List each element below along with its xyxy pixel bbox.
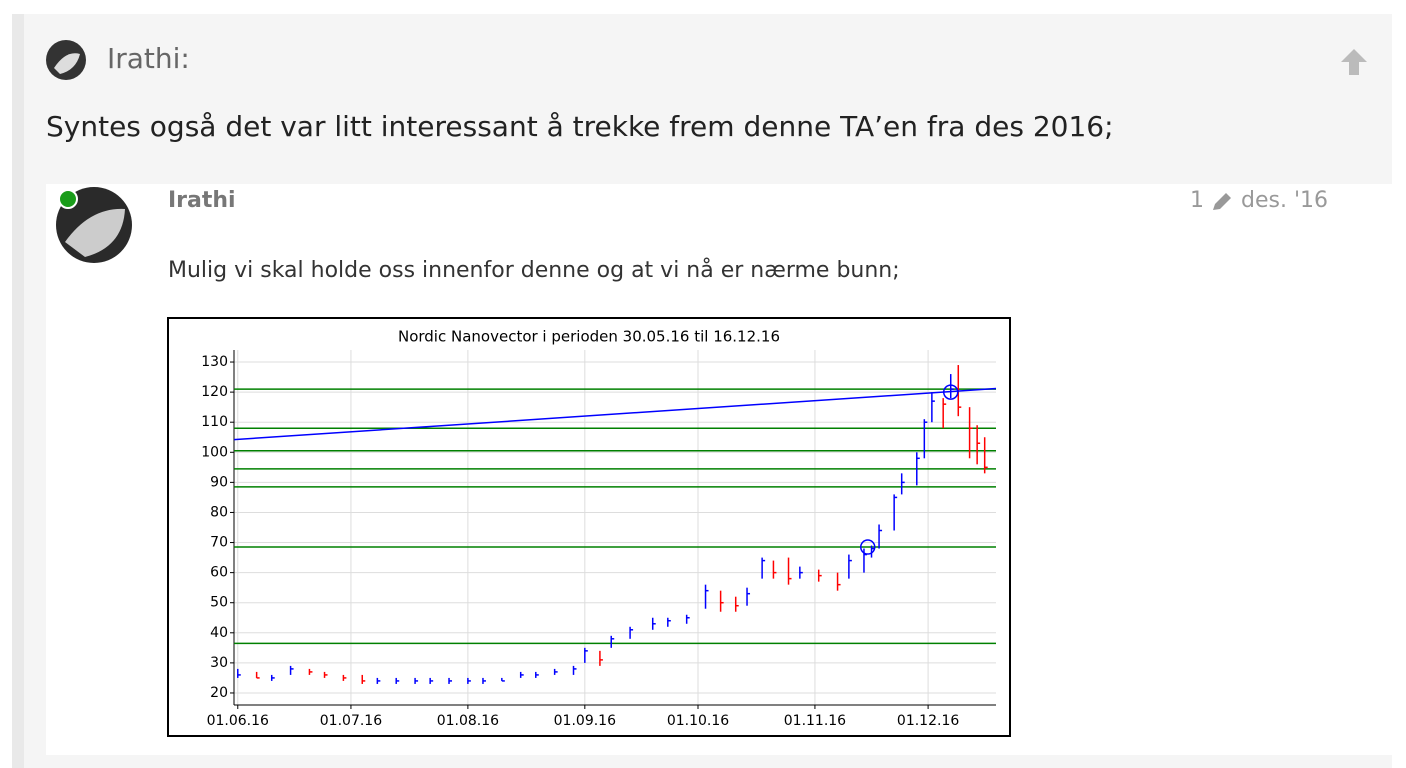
x-tick-label: 01.09.16 [554, 713, 616, 729]
post-text: Syntes også det var litt interessant å t… [46, 110, 1114, 143]
quote-bar [12, 14, 24, 768]
y-tick-label: 80 [210, 504, 228, 520]
x-tick-label: 01.06.16 [207, 713, 269, 729]
chart-frame [167, 317, 1011, 737]
chart-title: Nordic Nanovector i perioden 30.05.16 ti… [398, 328, 780, 346]
y-tick-label: 60 [210, 565, 228, 581]
y-tick-label: 70 [210, 535, 228, 551]
y-tick-label: 130 [201, 354, 228, 370]
avatar [56, 187, 132, 263]
x-tick-label: 01.11.16 [784, 713, 846, 729]
y-tick-label: 30 [210, 655, 228, 671]
edit-count[interactable]: 1 [1190, 188, 1204, 213]
marker-circle [942, 384, 959, 400]
quote-date: des. '16 [1241, 188, 1328, 213]
x-tick-label: 01.07.16 [320, 713, 382, 729]
trendline [233, 387, 997, 441]
pencil-icon [1213, 193, 1231, 210]
post-author: Irathi: [107, 42, 190, 75]
y-tick-label: 20 [210, 685, 228, 701]
x-tick-label: 01.12.16 [897, 713, 959, 729]
y-tick-label: 50 [210, 595, 228, 611]
avatar-small [46, 40, 86, 80]
marker-circle [859, 539, 876, 555]
y-tick-label: 40 [210, 625, 228, 641]
quote-text: Mulig vi skal holde oss innenfor denne o… [168, 258, 900, 283]
y-tick-label: 90 [210, 474, 228, 490]
x-tick-label: 01.08.16 [437, 713, 499, 729]
y-tick-label: 110 [201, 414, 228, 430]
y-tick-label: 120 [201, 384, 228, 400]
y-tick-label: 100 [201, 444, 228, 460]
quote-author[interactable]: Irathi [168, 188, 236, 213]
go-to-post-arrow[interactable] [1339, 47, 1369, 77]
x-tick-label: 01.10.16 [667, 713, 729, 729]
